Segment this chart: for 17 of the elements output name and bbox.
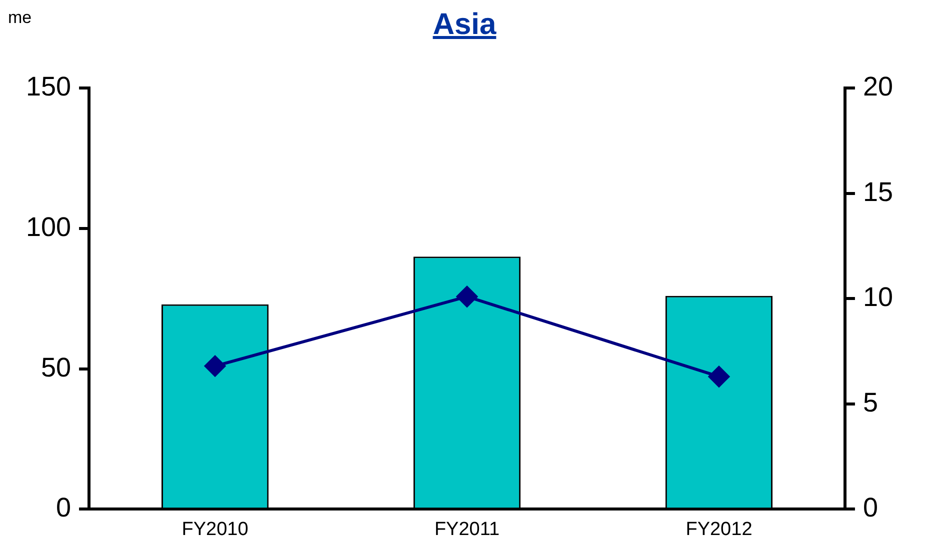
y2-tick-label: 0 (862, 492, 878, 523)
y-tick-label: 50 (41, 352, 72, 382)
point (204, 356, 226, 377)
text: me (8, 8, 32, 28)
y2-tick-label: 20 (862, 72, 894, 102)
point (456, 286, 478, 308)
chart-title: Asia (432, 8, 496, 41)
y2-tick-label: 15 (862, 176, 894, 207)
y-tick-label: 150 (26, 72, 72, 102)
y-tick-label: 100 (26, 212, 72, 242)
y2-tick-label: 5 (862, 387, 878, 418)
x-tick-label: FY2010 (182, 518, 248, 540)
point (708, 366, 730, 388)
y-tick-label: 0 (56, 492, 72, 523)
x-tick-label: FY2012 (686, 518, 752, 540)
x-tick-label: FY2011 (434, 518, 500, 540)
y2-tick-label: 10 (862, 282, 894, 312)
